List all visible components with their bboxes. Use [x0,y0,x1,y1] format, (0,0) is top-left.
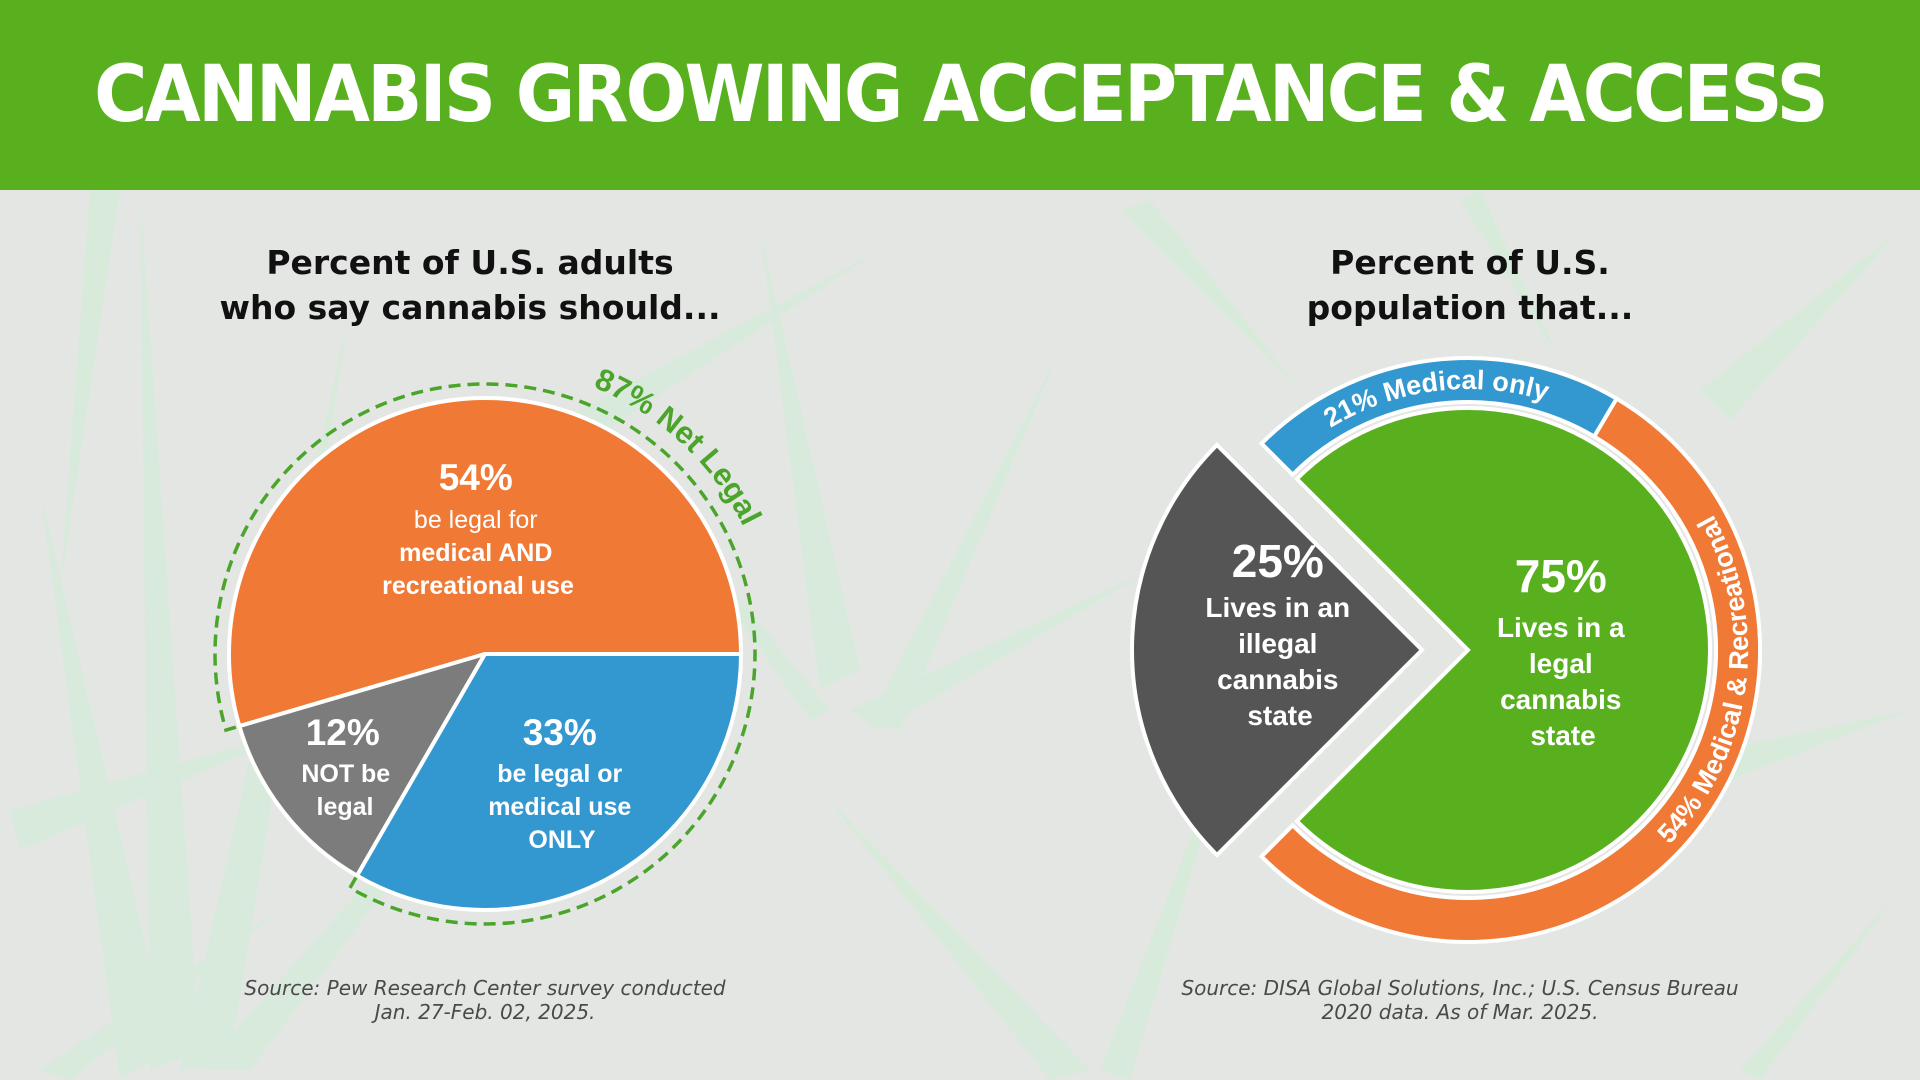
ring-segment-medical-and-recreational [1258,395,1762,944]
inner-segment-legal-state [1294,406,1712,894]
left-subtitle-line-2: who say cannabis should... [219,288,721,327]
right-subtitle-line-2: population that... [1306,288,1634,327]
left-source-line-2: Jan. 27-Feb. 02, 2025. [374,1000,596,1024]
inner-label-75: 75% Lives in a legal cannabis state [1497,550,1629,751]
pie-slice-medical-only [355,652,743,912]
right-donut-chart: 21% Medical only 54% Medical & Recreatio… [1130,356,1762,944]
left-chart-subtitle: Percent of U.S. adults who say cannabis … [200,240,740,330]
page-title: CANNABIS GROWING ACCEPTANCE & ACCESS [94,50,1829,140]
pie-slice-medical-and-recreational [227,396,743,729]
slice-label-12: 12% NOT be legal [301,712,394,821]
inner-label-25: 25% Lives in an illegal cannabis state [1205,535,1354,731]
left-source-line-1: Source: Pew Research Center survey condu… [244,976,726,1000]
right-source-line-1: Source: DISA Global Solutions, Inc.; U.S… [1181,976,1739,1000]
right-subtitle-line-1: Percent of U.S. [1330,243,1610,282]
inner-segment-illegal-state [1130,442,1425,858]
right-source-note: Source: DISA Global Solutions, Inc.; U.S… [1150,976,1770,1024]
right-source-line-2: 2020 data. As of Mar. 2025. [1321,1000,1599,1024]
left-source-note: Source: Pew Research Center survey condu… [220,976,750,1024]
slice-label-54: 54% be legal for medical AND recreationa… [382,457,574,600]
title-banner: CANNABIS GROWING ACCEPTANCE & ACCESS [0,0,1920,190]
right-chart-subtitle: Percent of U.S. population that... [1210,240,1730,330]
left-subtitle-line-1: Percent of U.S. adults [266,243,674,282]
left-pie-chart: 87% Net Legal 54% be legal for medical A… [213,361,768,926]
slice-label-33: 33% be legal or medical use ONLY [488,712,636,854]
pie-slice-not-legal [237,652,487,878]
